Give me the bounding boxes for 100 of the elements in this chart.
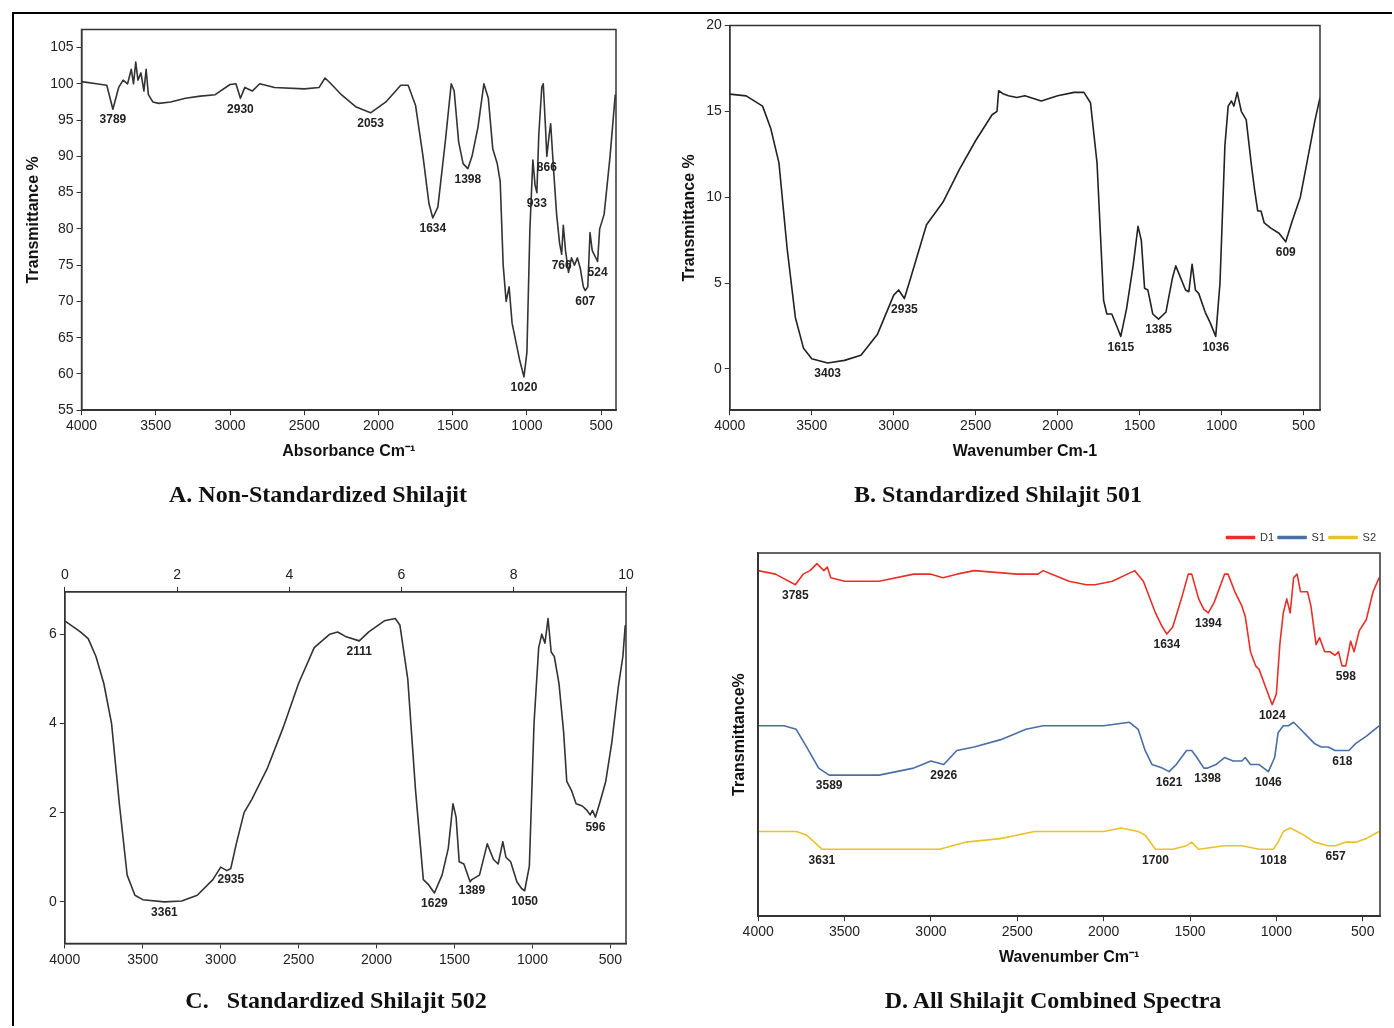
annotation: 598 xyxy=(1335,669,1357,684)
y-axis-title: Transmittance% xyxy=(730,673,748,796)
annotation: 1634 xyxy=(1153,637,1181,652)
x-tick-label: 4000 xyxy=(65,417,98,434)
x-tick-label: 3500 xyxy=(796,417,828,434)
annotation: 2935 xyxy=(217,871,245,886)
y-tick-label: 5 xyxy=(713,273,722,290)
y-tick-label: 10 xyxy=(706,188,722,205)
x2-tick-label: 4 xyxy=(285,566,294,583)
text: D. All Shilajit Combined Spectra xyxy=(884,986,1222,1013)
annotation: 618 xyxy=(1332,753,1353,768)
x-tick-label: 2000 xyxy=(360,950,393,967)
annotation: 3403 xyxy=(814,366,842,381)
x-tick-label: 4000 xyxy=(49,950,81,967)
x-axis-title: Absorbance Cm⁻¹ xyxy=(282,442,416,460)
y-tick-label: 80 xyxy=(57,219,74,236)
x-tick-label: 3000 xyxy=(878,417,910,434)
annotation: 1621 xyxy=(1155,774,1183,789)
y-tick-label: 55 xyxy=(57,401,74,418)
x-tick-label: 1000 xyxy=(1260,923,1293,940)
annotation: 2926 xyxy=(930,767,958,782)
text: B. Standardized Shilajit 501 xyxy=(853,480,1143,507)
legend-label: S1 xyxy=(1311,530,1326,543)
annotation: 1394 xyxy=(1194,616,1222,631)
y-tick-label: 0 xyxy=(48,892,57,909)
y-axis-title: Transmittance % xyxy=(24,156,42,284)
x-tick-label: 500 xyxy=(598,950,623,967)
x-axis-title: Wavenumber Cm-1 xyxy=(952,442,1098,460)
annotation: 2053 xyxy=(357,116,385,131)
annotation: 657 xyxy=(1325,848,1346,863)
y-tick-label: 105 xyxy=(50,38,74,55)
x-tick-label: 4000 xyxy=(714,417,746,434)
x-tick-label: 500 xyxy=(589,417,614,434)
annotation: 1046 xyxy=(1255,774,1283,789)
x-tick-label: 4000 xyxy=(742,923,774,940)
annotation: 1700 xyxy=(1142,852,1170,867)
y-tick-label: 15 xyxy=(706,102,722,119)
x-tick-label: 2500 xyxy=(960,417,992,434)
annotation: 2935 xyxy=(891,301,919,316)
x-tick-label: 500 xyxy=(1291,417,1316,434)
x-tick-label: 3500 xyxy=(140,417,172,434)
legend-label: S2 xyxy=(1362,530,1377,543)
annotation: 3589 xyxy=(815,778,843,793)
x-tick-label: 3500 xyxy=(828,923,861,940)
y-tick-label: 90 xyxy=(57,147,74,164)
y-tick-label: 6 xyxy=(48,625,57,642)
annotation: 1020 xyxy=(510,380,538,395)
x-tick-label: 2000 xyxy=(1042,417,1074,434)
annotation: 3785 xyxy=(781,588,810,603)
x2-tick-label: 8 xyxy=(509,566,518,583)
x-tick-label: 1500 xyxy=(1124,417,1156,434)
y-tick-label: 85 xyxy=(57,183,74,200)
y-tick-label: 20 xyxy=(706,16,722,33)
x2-tick-label: 10 xyxy=(618,566,634,583)
x-tick-label: 3000 xyxy=(214,417,246,434)
x-tick-label: 1500 xyxy=(438,950,471,967)
y-tick-label: 70 xyxy=(57,292,74,309)
text: C. Standardized Shilajit 502 xyxy=(185,986,487,1013)
x-tick-label: 1000 xyxy=(516,950,549,967)
annotation: 607 xyxy=(575,293,596,308)
annotation: 1024 xyxy=(1258,707,1286,722)
x-tick-label: 1000 xyxy=(1206,417,1238,434)
annotation: 1036 xyxy=(1202,339,1230,354)
annotation: 1629 xyxy=(421,896,449,911)
x2-tick-label: 2 xyxy=(173,566,182,583)
annotation: 1018 xyxy=(1259,852,1287,867)
y-tick-label: 95 xyxy=(57,110,74,127)
annotation: 596 xyxy=(585,820,606,835)
annotation: 1398 xyxy=(1194,771,1222,786)
x-tick-label: 3500 xyxy=(127,950,159,967)
x-tick-label: 2500 xyxy=(283,950,315,967)
annotation: 3789 xyxy=(99,112,127,127)
annotation: 609 xyxy=(1275,245,1297,260)
annotation: 2111 xyxy=(346,644,373,659)
y-axis-title: Transmittance % xyxy=(680,154,698,282)
x-tick-label: 1500 xyxy=(437,417,469,434)
y-tick-label: 100 xyxy=(50,74,74,91)
x-tick-label: 3000 xyxy=(915,923,947,940)
x-tick-label: 2500 xyxy=(288,417,321,434)
annotation: 3361 xyxy=(151,905,179,920)
annotation: 3631 xyxy=(808,852,836,867)
text: A. Non-Standardized Shilajit xyxy=(168,480,468,507)
x-axis-title: Wavenumber Cm⁻¹ xyxy=(998,948,1140,966)
x-tick-label: 2000 xyxy=(362,417,395,434)
annotation: 1615 xyxy=(1107,339,1135,354)
y-tick-label: 60 xyxy=(57,364,74,381)
y-tick-label: 75 xyxy=(57,255,74,272)
x-tick-label: 1500 xyxy=(1174,923,1206,940)
annotation: 2930 xyxy=(227,101,255,116)
x-tick-label: 500 xyxy=(1351,923,1375,940)
legend-label: D1 xyxy=(1260,530,1275,543)
x-tick-label: 3000 xyxy=(205,950,237,967)
y-tick-label: 0 xyxy=(713,359,722,376)
x-tick-label: 1000 xyxy=(511,417,543,434)
annotation: 1634 xyxy=(419,221,447,236)
annotation: 1385 xyxy=(1145,322,1173,337)
x-tick-label: 2500 xyxy=(1001,923,1034,940)
annotation: 1398 xyxy=(454,171,482,186)
x-tick-label: 2000 xyxy=(1088,923,1120,940)
y-tick-label: 65 xyxy=(57,328,74,345)
